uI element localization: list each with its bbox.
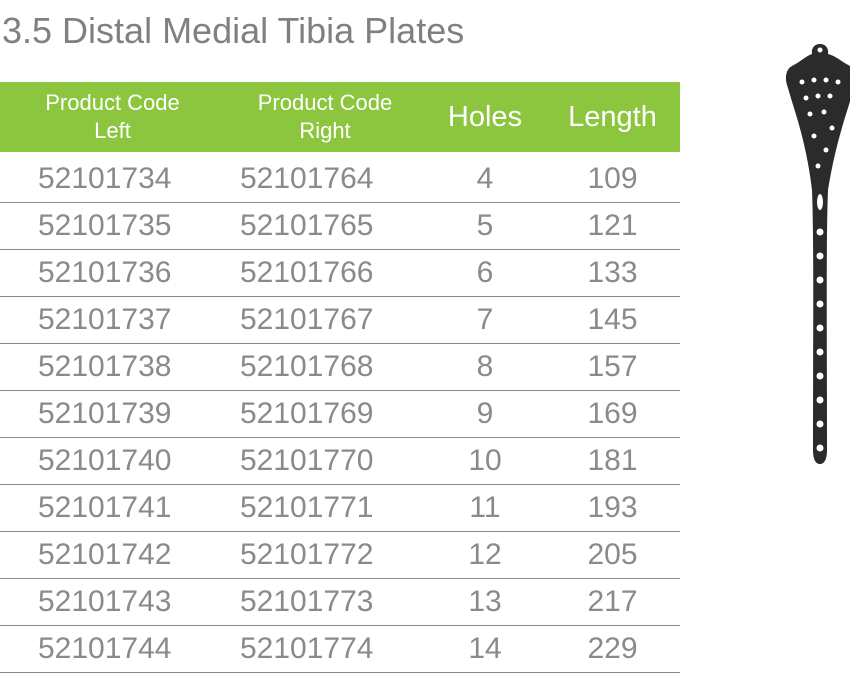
- table-row: 52101741 52101771 11 193: [0, 485, 680, 532]
- cell-holes: 11: [469, 491, 501, 524]
- cell-code-left: 52101743: [38, 585, 172, 618]
- cell-code-left: 52101735: [38, 209, 172, 242]
- cell-code-left: 52101738: [38, 350, 172, 383]
- table-row: 52101734 52101764 4 109: [0, 156, 680, 203]
- header-code-right-line2: Right: [299, 118, 351, 143]
- table-row: 52101740 52101770 10 181: [0, 438, 680, 485]
- cell-length: 157: [587, 350, 638, 383]
- cell-code-right: 52101764: [240, 162, 374, 195]
- cell-length: 121: [587, 209, 638, 242]
- cell-holes: 13: [468, 585, 502, 618]
- cell-code-right: 52101774: [240, 632, 374, 665]
- cell-length: 109: [587, 162, 638, 195]
- cell-holes: 10: [468, 444, 502, 477]
- cell-code-right: 52101771: [240, 491, 374, 524]
- cell-code-right: 52101773: [240, 585, 374, 618]
- tibia-plate-icon: [785, 44, 850, 464]
- header-code-left: Product Code Left: [0, 89, 225, 145]
- cell-holes: 5: [476, 209, 494, 242]
- cell-length: 145: [587, 303, 638, 336]
- header-holes: Holes: [447, 101, 523, 133]
- header-code-right-line1: Product Code: [257, 90, 393, 115]
- cell-holes: 12: [468, 538, 502, 571]
- cell-holes: 6: [476, 256, 494, 289]
- header-code-left-line1: Product Code: [45, 90, 180, 115]
- cell-length: 193: [587, 491, 638, 524]
- cell-length: 169: [587, 397, 638, 430]
- cell-code-left: 52101737: [38, 303, 172, 336]
- table-row: 52101735 52101765 5 121: [0, 203, 680, 250]
- cell-length: 181: [587, 444, 638, 477]
- cell-holes: 8: [476, 350, 494, 383]
- cell-code-left: 52101736: [38, 256, 172, 289]
- header-code-left-line2: Left: [94, 118, 131, 143]
- product-table: Product Code Left Product Code Right Hol…: [0, 82, 680, 673]
- cell-holes: 4: [476, 162, 494, 195]
- table-row: 52101736 52101766 6 133: [0, 250, 680, 297]
- cell-length: 205: [587, 538, 638, 571]
- table-body: 52101734 52101764 4 109 52101735 52101765 5 121…: [0, 152, 680, 673]
- cell-code-right: 52101770: [240, 444, 374, 477]
- table-row: 52101743 52101773 13 217: [0, 579, 680, 626]
- cell-code-left: 52101740: [38, 444, 172, 477]
- cell-length: 217: [587, 585, 638, 618]
- cell-code-right: 52101765: [240, 209, 374, 242]
- cell-holes: 9: [476, 397, 494, 430]
- cell-length: 229: [587, 632, 638, 665]
- cell-code-right: 52101766: [240, 256, 374, 289]
- cell-code-right: 52101769: [240, 397, 374, 430]
- cell-code-left: 52101739: [38, 397, 172, 430]
- table-header: Product Code Left Product Code Right Hol…: [0, 82, 680, 152]
- table-row: 52101744 52101774 14 229: [0, 626, 680, 673]
- cell-holes: 14: [468, 632, 502, 665]
- table-row: 52101742 52101772 12 205: [0, 532, 680, 579]
- table-row: 52101738 52101768 8 157: [0, 344, 680, 391]
- cell-code-left: 52101744: [38, 632, 172, 665]
- header-length: Length: [568, 101, 657, 133]
- table-row: 52101737 52101767 7 145: [0, 297, 680, 344]
- cell-code-right: 52101768: [240, 350, 374, 383]
- header-code-right: Product Code Right: [225, 89, 425, 145]
- page-title: 3.5 Distal Medial Tibia Plates: [2, 10, 465, 51]
- table-row: 52101739 52101769 9 169: [0, 391, 680, 438]
- cell-code-right: 52101772: [240, 538, 374, 571]
- cell-holes: 7: [476, 303, 494, 336]
- cell-length: 133: [587, 256, 638, 289]
- cell-code-left: 52101734: [38, 162, 172, 195]
- cell-code-left: 52101741: [38, 491, 172, 524]
- cell-code-left: 52101742: [38, 538, 172, 571]
- cell-code-right: 52101767: [240, 303, 374, 336]
